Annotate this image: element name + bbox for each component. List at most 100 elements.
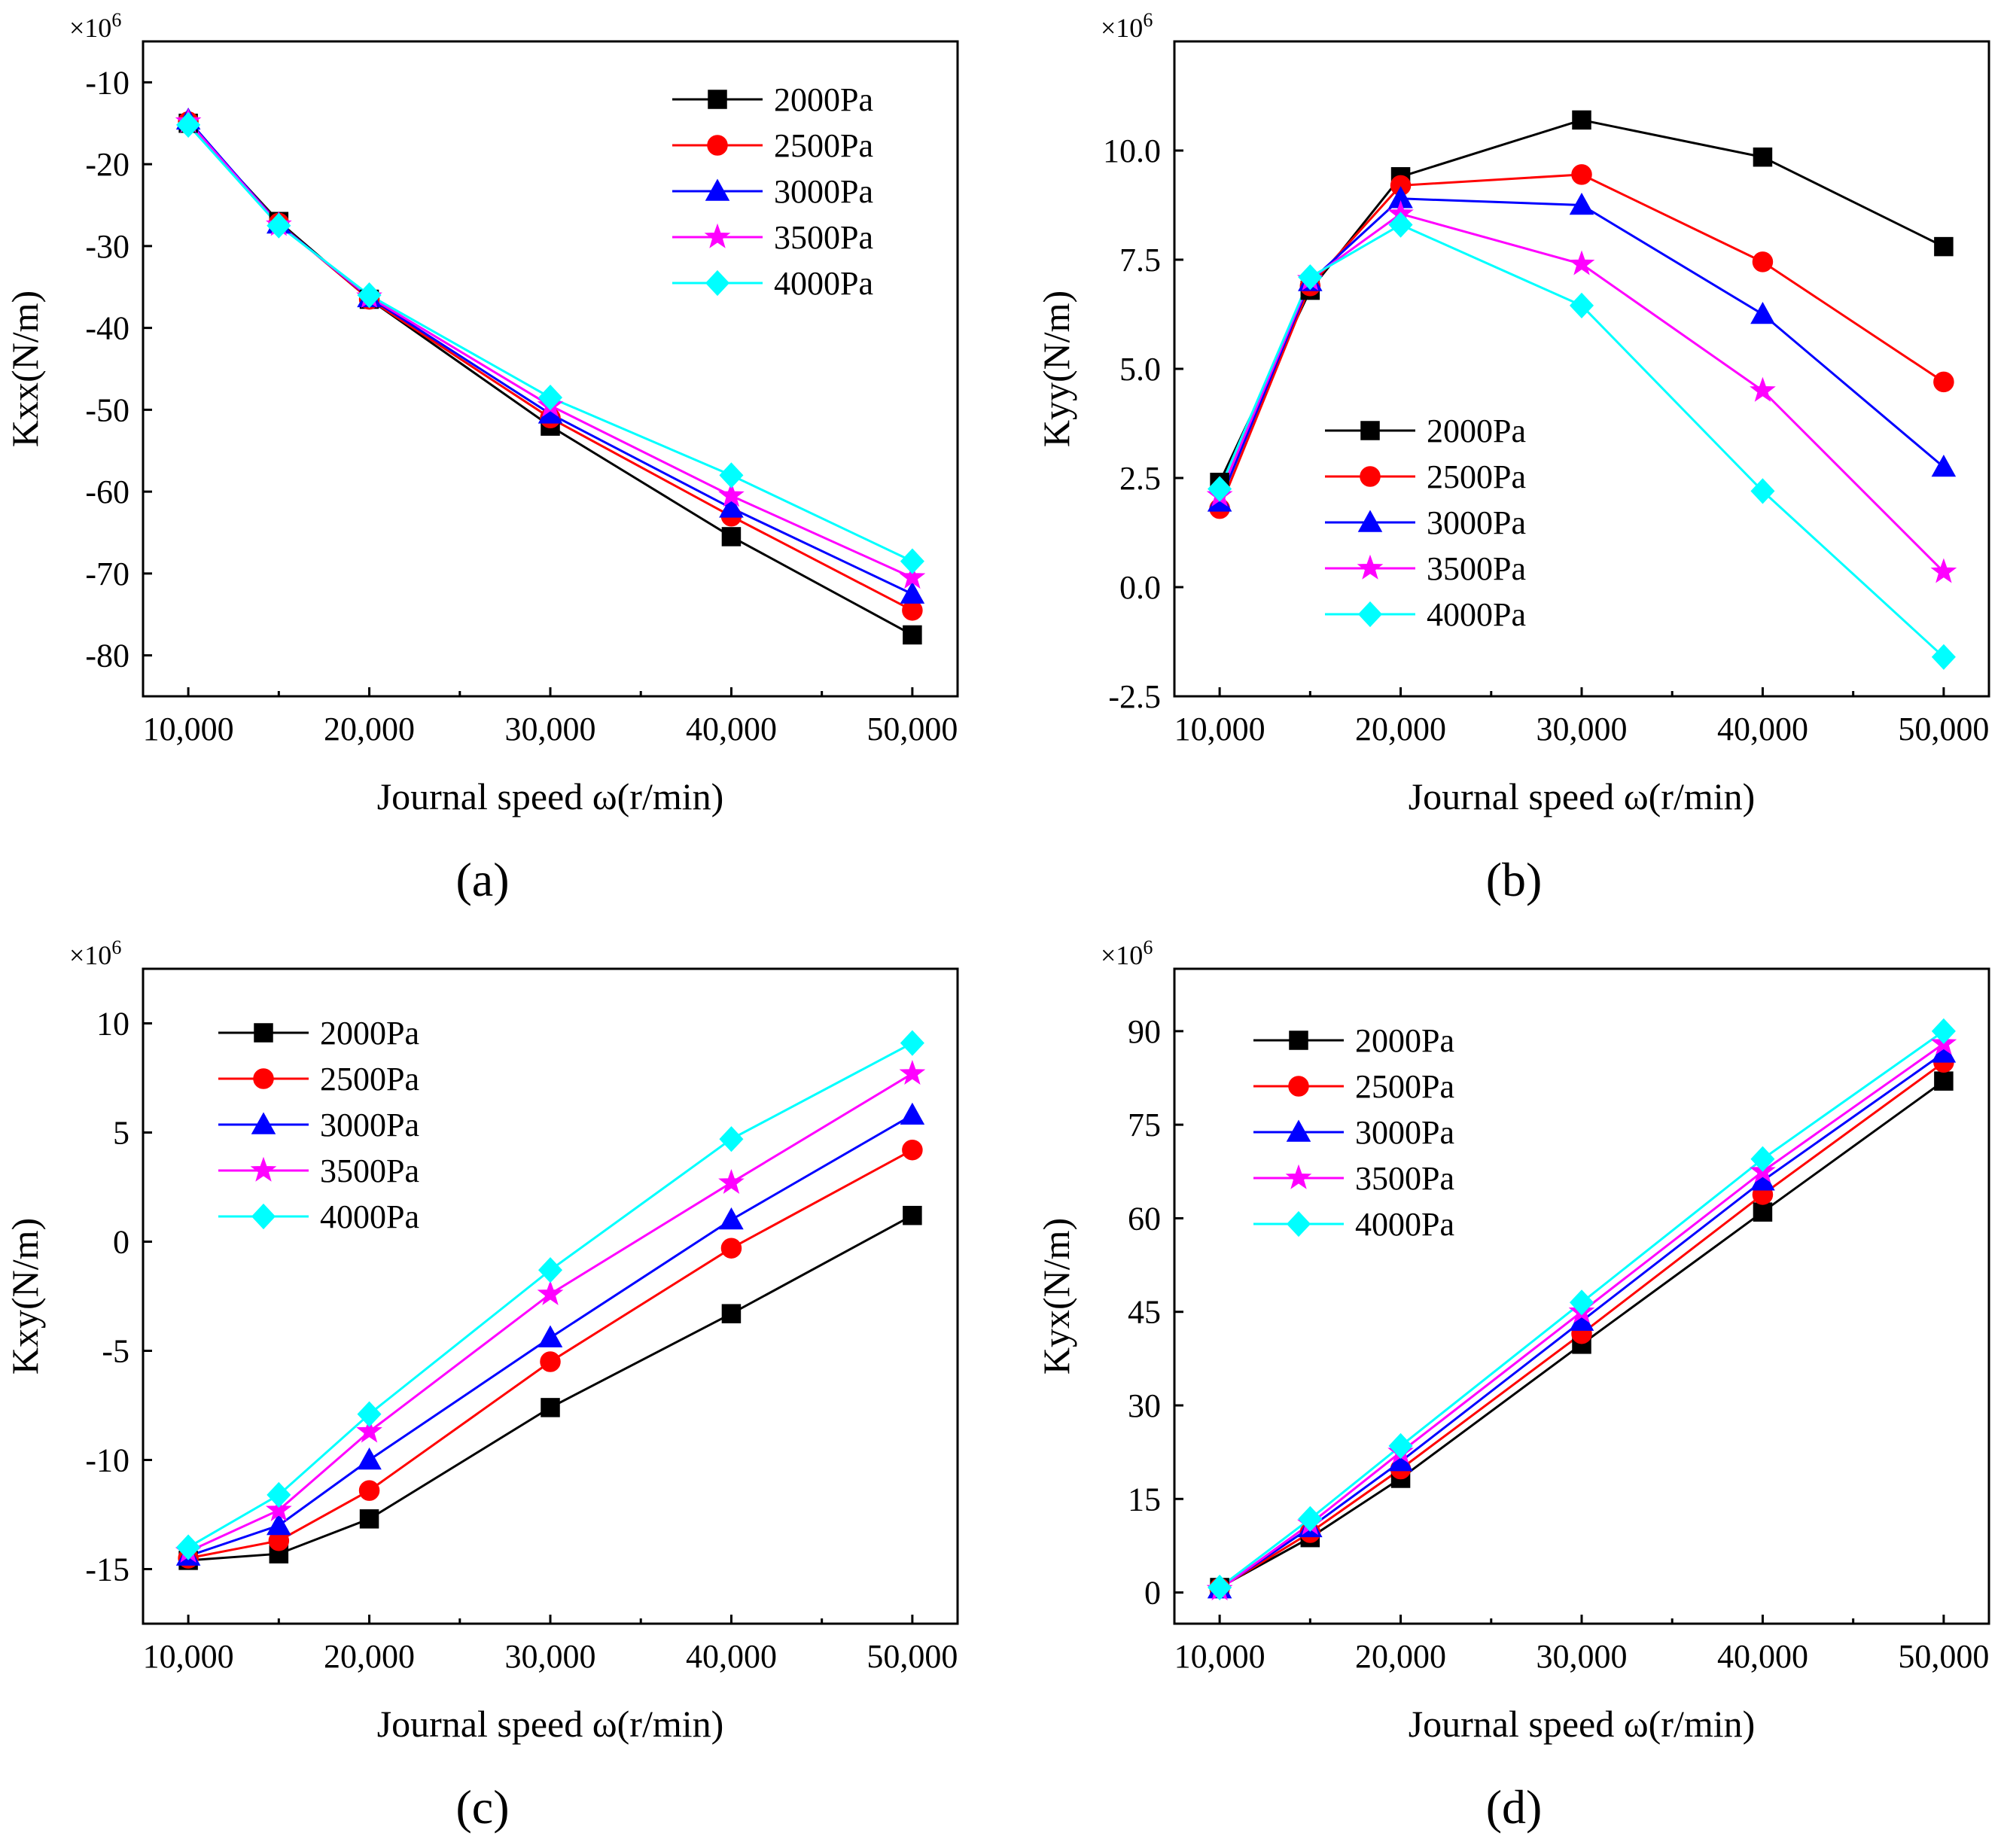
data-point-4000Pa: [1569, 1289, 1594, 1316]
data-point-4000Pa: [900, 1030, 924, 1056]
data-point-4000Pa: [1750, 478, 1775, 504]
data-point-4000Pa: [176, 111, 201, 139]
legend-label: 2500Pa: [1355, 1068, 1454, 1105]
legend-marker: [707, 135, 728, 156]
x-axis-label: Journal speed ω(r/min): [1409, 775, 1756, 817]
legend-label: 4000Pa: [1355, 1206, 1454, 1243]
legend-marker: [705, 178, 730, 201]
x-tick-label: 50,000: [866, 711, 958, 747]
legend-marker: [1357, 601, 1383, 628]
data-point-3000Pa: [719, 495, 744, 518]
data-point-4000Pa: [1931, 644, 1956, 670]
x-tick-label: 50,000: [866, 1638, 958, 1675]
x-tick-label: 20,000: [1355, 711, 1446, 747]
series-line-3000Pa: [187, 1114, 913, 1557]
legend-marker: [1286, 1210, 1311, 1238]
data-point-3000Pa: [266, 1512, 291, 1536]
y-tick-label: 0: [113, 1224, 129, 1261]
data-point-3500Pa: [356, 1417, 382, 1443]
x-tick-label: 10,000: [143, 711, 234, 747]
legend-marker: [251, 1203, 276, 1230]
data-point-2000Pa: [1934, 236, 1954, 257]
series-line-3500Pa: [187, 1072, 913, 1553]
y-multiplier: ×106: [1101, 9, 1153, 43]
data-point-3500Pa: [899, 1059, 926, 1085]
legend-marker: [1357, 510, 1383, 532]
panel-label: (a): [455, 853, 509, 906]
x-axis-label: Journal speed ω(r/min): [1409, 1703, 1756, 1745]
y-tick-label: 10: [96, 1006, 129, 1043]
x-tick-label: 20,000: [1355, 1638, 1446, 1675]
data-point-3000Pa: [900, 1102, 925, 1125]
chart-panel-c: 10,000 20,000 30,000 40,000 50,000 -15 -10 -5 0 5…: [4, 936, 959, 1834]
y-tick-label: -30: [85, 228, 129, 265]
data-point-4000Pa: [357, 1401, 382, 1427]
y-tick-label: 0.0: [1119, 569, 1161, 606]
x-tick-label: 30,000: [1537, 1638, 1628, 1675]
data-point-4000Pa: [538, 1257, 563, 1283]
series-line-4000Pa: [187, 1042, 913, 1548]
legend-marker: [1286, 1119, 1311, 1142]
x-tick-label: 40,000: [686, 1638, 777, 1675]
series-line-2000Pa: [1219, 1079, 1945, 1589]
y-tick-label: -10: [85, 64, 129, 101]
data-point-4000Pa: [266, 212, 291, 239]
legend-label: 2000Pa: [1427, 413, 1526, 449]
data-point-2000Pa: [1934, 1071, 1954, 1091]
data-point-3500Pa: [537, 1280, 564, 1305]
data-point-2000Pa: [903, 625, 922, 645]
y-tick-label: 5: [113, 1115, 129, 1152]
data-point-2500Pa: [1752, 251, 1774, 272]
y-tick-label: 75: [1128, 1107, 1161, 1143]
data-point-3500Pa: [265, 1496, 292, 1521]
legend-label: 4000Pa: [320, 1198, 419, 1235]
legend-marker: [251, 1112, 276, 1134]
y-axis-label: Kyy(N/m): [1035, 291, 1077, 447]
y-tick-label: -2.5: [1108, 678, 1161, 715]
legend-marker: [250, 1156, 277, 1182]
data-point-4000Pa: [719, 462, 744, 489]
data-point-2000Pa: [903, 1205, 922, 1225]
legend-label: 3500Pa: [1427, 550, 1526, 587]
series-line-4000Pa: [1218, 223, 1945, 658]
x-tick-label: 10,000: [1174, 711, 1265, 747]
panel-label: (b): [1486, 853, 1543, 906]
x-tick-label: 20,000: [324, 711, 415, 747]
data-point-3000Pa: [538, 1325, 563, 1347]
y-tick-label: 45: [1128, 1294, 1161, 1331]
x-axis-label: Journal speed ω(r/min): [377, 1703, 724, 1745]
legend-marker: [705, 269, 730, 297]
data-point-4000Pa: [1388, 1432, 1413, 1459]
legend-label: 4000Pa: [1427, 596, 1526, 633]
legend: 2000Pa 2500Pa 3000Pa 3500Pa 4000Pa: [218, 1015, 419, 1235]
data-point-4000Pa: [538, 384, 563, 411]
legend-label: 2000Pa: [774, 81, 873, 118]
series-line-2500Pa: [1218, 173, 1945, 510]
data-point-2500Pa: [1571, 164, 1592, 185]
data-point-4000Pa: [176, 1534, 201, 1560]
chart-panel-d: 10,000 20,000 30,000 40,000 50,000 0 15 30 45 60 7…: [1035, 936, 1990, 1834]
legend-label: 2500Pa: [320, 1061, 419, 1098]
legend-label: 3000Pa: [774, 173, 873, 210]
data-point-3500Pa: [1930, 558, 1957, 583]
data-point-3500Pa: [718, 1168, 745, 1194]
legend-marker: [1360, 466, 1381, 487]
data-point-2500Pa: [1933, 371, 1954, 393]
data-point-2000Pa: [1753, 1202, 1773, 1222]
y-axis-label: Kxy(N/m): [4, 1218, 46, 1375]
x-tick-label: 30,000: [505, 711, 596, 747]
y-tick-label: -70: [85, 556, 129, 592]
series-line-2000Pa: [187, 1214, 913, 1562]
legend-label: 3000Pa: [1355, 1114, 1454, 1151]
y-tick-label: -5: [102, 1333, 129, 1370]
y-multiplier: ×106: [69, 936, 121, 970]
data-point-3500Pa: [899, 564, 926, 589]
x-tick-label: 30,000: [505, 1638, 596, 1675]
legend-marker: [254, 1023, 273, 1043]
x-tick-label: 30,000: [1537, 711, 1628, 747]
legend: 2000Pa 2500Pa 3000Pa 3500Pa 4000Pa: [1325, 413, 1526, 633]
data-point-2000Pa: [359, 1509, 379, 1529]
panel-label: (c): [455, 1780, 509, 1834]
data-point-4000Pa: [1208, 1574, 1232, 1601]
legend-label: 3000Pa: [320, 1107, 419, 1143]
